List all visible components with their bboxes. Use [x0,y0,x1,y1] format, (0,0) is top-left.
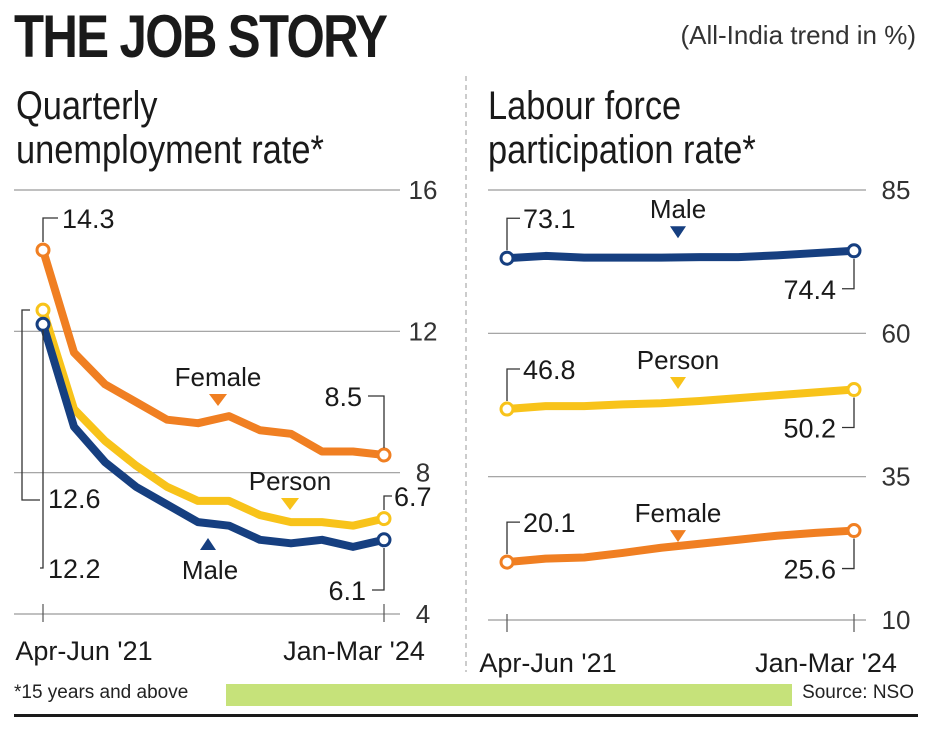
left-series-line-male [39,320,388,551]
left-end-label-person: 6.7 [394,482,432,512]
right-leader-start-male [506,217,520,251]
right-y-tick-label: 10 [882,605,911,635]
left-leader-female-end [368,395,385,448]
left-start-label-person: 12.6 [48,484,101,514]
right-series-label-person: Person [637,345,719,375]
right-end-label-male: 74.4 [783,275,836,305]
left-point-end-male [376,532,392,548]
left-panel-title-line1: Quarterly [16,84,158,128]
right-leader-start-female [506,521,520,555]
right-y-tick-label: 35 [882,462,911,492]
left-panel-title-line2: unemployment rate* [16,128,324,172]
left-y-tick-label: 16 [409,175,438,205]
left-leader-male-start [40,330,44,569]
left-start-label-female: 14.3 [62,204,115,234]
bottom-rule [14,714,918,717]
right-y-tick-label: 60 [882,318,911,348]
right-point-end-male [846,243,862,259]
right-series-label-female: Female [635,498,722,528]
left-panel-title: Quarterly unemployment rate* [16,84,324,172]
left-marker-person [281,498,299,510]
right-leader-end-female [842,538,855,570]
right-series-line-male [503,246,858,263]
left-point-end-female [376,447,392,463]
right-point-start-male [499,250,515,266]
left-y-tick-label: 4 [416,599,430,629]
right-x-label-start: Apr-Jun '21 [479,648,616,678]
left-point-start-person [35,302,51,318]
right-point-start-person [499,401,515,417]
right-marker-female [670,530,686,543]
right-x-label-end: Jan-Mar '24 [755,648,897,678]
left-leader-person-start [21,309,40,501]
right-panel-title-line1: Labour force [488,84,682,128]
left-y-tick-label: 12 [409,316,438,346]
right-marker-male [670,226,686,239]
right-start-label-male: 73.1 [523,204,576,234]
left-start-label-male: 12.2 [48,554,101,584]
left-point-start-male [35,316,51,332]
left-end-label-female: 8.5 [324,382,362,412]
unit-note: (All-India trend in %) [680,20,916,50]
right-point-start-female [499,554,515,570]
right-start-label-female: 20.1 [523,508,576,538]
left-series-line-female [39,246,388,459]
left-series-label-female: Female [175,362,262,392]
left-y-tick-label: 8 [416,458,430,488]
left-x-label-start: Apr-Jun '21 [15,636,152,666]
left-leader-male-end [372,548,385,591]
right-marker-person [670,377,686,390]
right-leader-end-male [842,258,855,290]
left-series-label-male: Male [182,555,238,585]
left-x-label-end: Jan-Mar '24 [283,636,425,666]
right-series-label-male: Male [650,194,706,224]
left-series-label-person: Person [249,466,331,496]
right-end-label-person: 50.2 [783,414,836,444]
right-end-label-female: 25.6 [783,555,836,585]
footer-highlight-bar [226,684,792,706]
right-start-label-person: 46.8 [523,355,576,385]
right-panel-title-line2: participation rate* [488,128,756,172]
left-point-end-person [376,511,392,527]
source-note: Source: NSO [802,682,914,703]
left-marker-female [209,394,227,406]
left-point-start-female [35,242,51,258]
right-panel-title: Labour force participation rate* [488,84,756,172]
right-series-line-person [503,385,858,414]
headline: THE JOB STORY [14,3,388,70]
right-leader-end-person [842,397,855,429]
right-y-tick-label: 85 [882,175,911,205]
right-series-line-female [503,526,858,567]
left-leader-person-end [383,495,392,510]
right-leader-start-person [506,368,520,402]
left-end-label-male: 6.1 [328,576,366,606]
right-point-end-female [846,523,862,539]
left-leader-female-start [42,217,58,242]
right-point-end-person [846,382,862,398]
footnote: *15 years and above [14,682,189,703]
left-marker-male [200,538,216,550]
left-series-line-person [39,306,388,530]
